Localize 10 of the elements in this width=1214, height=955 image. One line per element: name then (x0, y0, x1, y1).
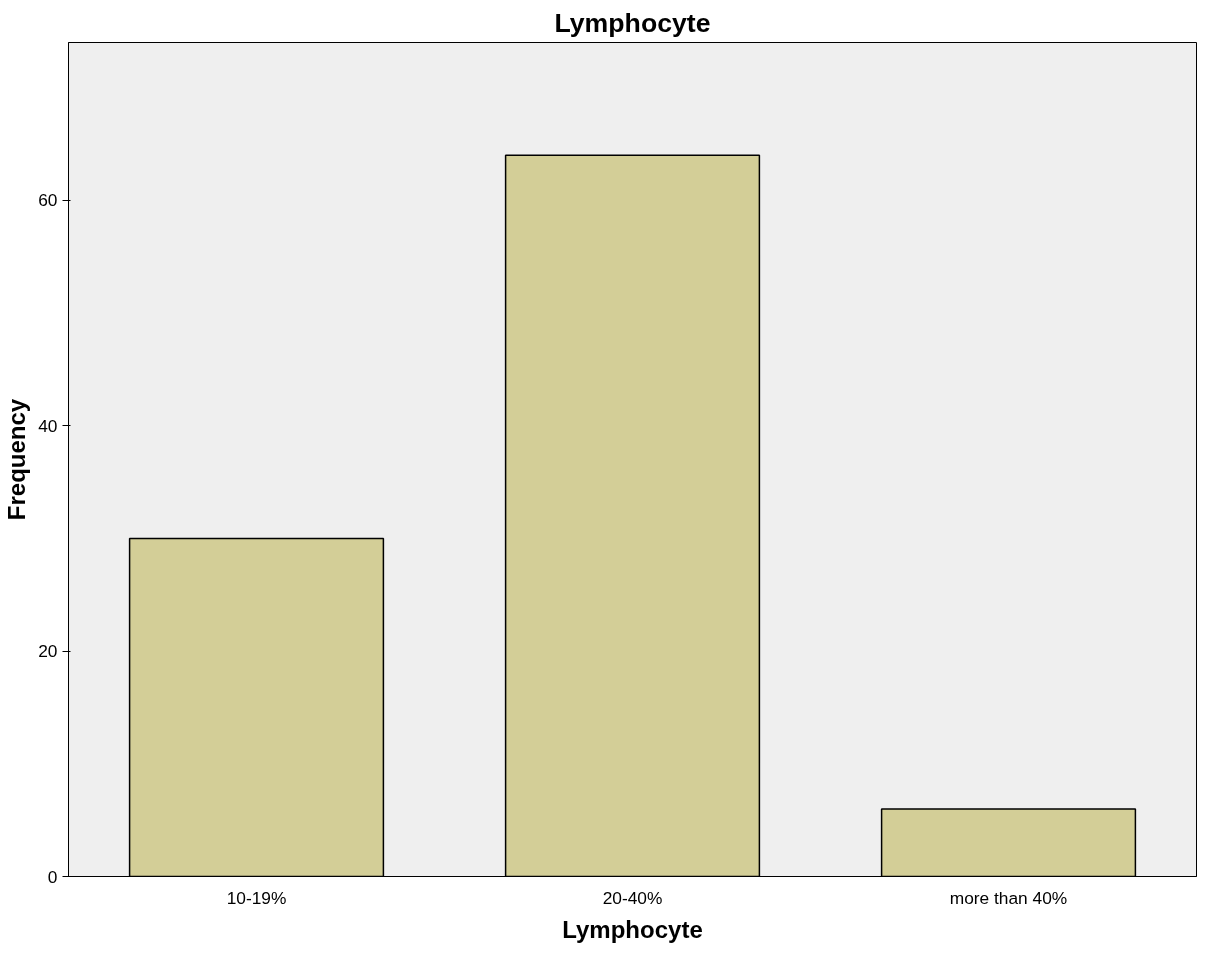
y-tick-label: 0 (47, 866, 58, 887)
y-tick-label: 60 (38, 190, 58, 211)
chart-title: Lymphocyte (554, 7, 711, 38)
x-axis-title: Lymphocyte (562, 915, 703, 943)
y-axis-title: Frequency (3, 398, 31, 521)
x-tick-label: more than 40% (949, 887, 1068, 908)
x-tick-label: 20-40% (602, 887, 663, 908)
x-tick-label: 10-19% (226, 887, 287, 908)
y-tick-label: 40 (38, 415, 58, 436)
y-tick-label: 20 (38, 641, 58, 662)
